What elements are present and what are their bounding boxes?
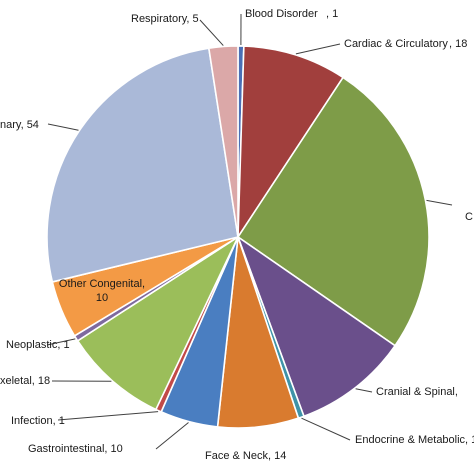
label-cardiac-circulatory-value: , 18 — [449, 38, 467, 50]
pie-slice-c — [236, 76, 430, 347]
pie-slice-cardiac-circulatory — [237, 45, 345, 240]
label-cardiac-circulatory: Cardiac & Circulatory — [344, 38, 448, 50]
pie-slices — [46, 45, 430, 429]
label-c: C — [465, 211, 473, 223]
leader-line — [47, 123, 79, 131]
pie-slice-cranial-spinal — [236, 234, 397, 418]
label-face-neck: Face & Neck, 14 — [205, 450, 286, 462]
leader-lines — [46, 13, 453, 450]
leader-line — [295, 43, 341, 55]
leader-line — [355, 388, 373, 393]
leader-line — [46, 338, 76, 346]
label-other-congenital-value: 10 — [96, 292, 108, 304]
label-respiratory: Respiratory, 5 — [131, 13, 199, 25]
leader-line — [155, 422, 189, 450]
label-urinary: nary, 54 — [0, 119, 39, 131]
label-neoplastic: Neoplastic, 1 — [6, 339, 70, 351]
leader-line — [301, 417, 351, 441]
label-skeletal: xeletal, 18 — [0, 375, 50, 387]
label-blood-disorder-value: , 1 — [326, 8, 338, 20]
leader-line — [57, 411, 159, 421]
leader-line — [199, 19, 224, 46]
pie-slice-nary-54 — [46, 47, 239, 283]
label-infection: Infection, 1 — [11, 415, 65, 427]
label-cranial-spinal: Cranial & Spinal, — [376, 386, 458, 398]
pie-slice-xeletal-18 — [76, 234, 240, 411]
pie-slice-respiratory-5 — [207, 45, 239, 238]
label-other-congenital-line1: Other Congenital, — [59, 278, 145, 290]
label-gastrointestinal: Gastrointestinal, 10 — [28, 443, 123, 455]
label-blood-disorder: Blood Disorder — [245, 8, 318, 20]
label-endocrine-metabolic: Endocrine & Metabolic, 1 — [355, 434, 474, 446]
leader-line — [426, 199, 453, 206]
